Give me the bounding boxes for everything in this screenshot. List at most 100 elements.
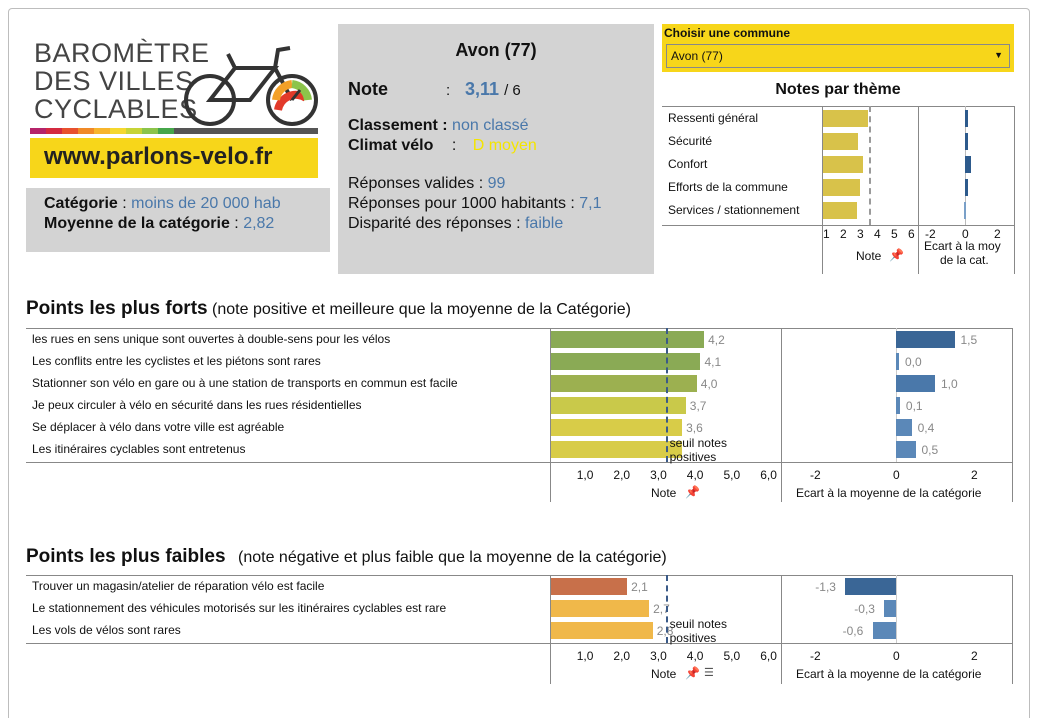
reponses-line: Réponses valides : 99 [348,175,505,193]
commune-dropdown[interactable]: Avon (77) ▼ [666,44,1010,68]
climat-value: D moyen [472,137,537,154]
point-ecart-bar [872,622,896,639]
classement-line: Classement : non classé [348,117,529,135]
chevron-down-icon[interactable]: ▼ [994,50,1003,60]
point-ecart-bar [896,375,935,392]
themes-ecart-tick: 2 [994,227,1001,241]
point-ecart-bar [896,397,900,414]
ecart-axis-tick: 2 [971,649,978,663]
theme-label: Confort [668,157,708,171]
themes-axis-line [822,106,823,274]
weak-subtitle: (note négative et plus faible que la moy… [238,549,667,566]
point-ecart-value: 0,5 [921,443,939,457]
themes-note-tick: 6 [908,227,915,241]
ecart-axis-tick: -2 [810,649,821,663]
point-note-bar [551,419,683,436]
reponses-value: 99 [487,175,506,192]
point-ecart-value: 0,1 [905,399,923,413]
note-value-wrap: 3,11 / 6 [465,79,521,100]
dashboard-frame [8,8,1030,718]
disparite-line: Disparité des réponses : faible [348,215,563,233]
climat-sep: : [451,137,457,154]
point-label: Le stationnement des véhicules motorisés… [32,601,447,615]
point-label: Stationner son vélo en gare ou à une sta… [32,376,458,390]
theme-note-bar [823,110,868,127]
pin-icon: 📌 [685,666,700,680]
section-axis-line [781,575,782,684]
point-note-value: 4,1 [704,355,722,369]
note-axis-tick: 5,0 [723,649,741,663]
note-axis-tick: 6,0 [760,649,777,663]
note-axis-tick: 2,0 [613,649,631,663]
note-axis-tick: 4,0 [686,649,704,663]
point-label: Je peux circuler à vélo en sécurité dans… [32,398,362,412]
themes-note-tick: 1 [823,227,830,241]
city-summary-box: Avon (77) Note : 3,11 / 6 Classement : n… [338,24,654,274]
point-note-bar [551,578,628,595]
section-axis-line [550,328,551,502]
threshold-label: seuil notes [669,436,727,450]
note-axis-label: Note [651,486,677,500]
logo-url-banner[interactable]: www.parlons-velo.fr [30,138,318,178]
category-line: Catégorie : moins de 20 000 hab [44,195,281,212]
climat-line: Climat vélo : D moyen [348,137,537,155]
section-axis-line [1012,575,1013,684]
threshold-line [665,575,668,643]
theme-label: Ressenti général [668,111,759,125]
ecart-axis-tick: 0 [893,468,900,482]
note-sep: : [446,82,451,99]
point-label: Se déplacer à vélo dans votre ville est … [32,420,285,434]
themes-ecart-tick: -2 [925,227,936,241]
category-avg-value: 2,82 [243,215,275,232]
note-axis-tick: 6,0 [760,468,777,482]
theme-note-bar [823,133,859,150]
reponses-label: Réponses valides : [348,175,484,192]
reponses1000-label: Réponses pour 1000 habitants : [348,195,575,212]
category-box: Catégorie : moins de 20 000 hab Moyenne … [26,188,330,252]
point-note-value: 2,1 [631,580,648,594]
weak-heading: Points les plus faibles (note négative e… [26,546,667,568]
themes-note-tick: 5 [891,227,898,241]
point-ecart-bar [896,419,912,436]
theme-ecart-bar [964,202,967,219]
theme-label: Services / stationnement [668,203,800,217]
point-ecart-bar [896,331,955,348]
themes-note-tick: 3 [857,227,864,241]
point-ecart-value: 1,0 [941,377,958,391]
themes-axis-line [1014,106,1015,274]
theme-ecart-bar [965,156,972,173]
point-label: Les itinéraires cyclables sont entretenu… [32,442,246,456]
category-avg-line: Moyenne de la catégorie : 2,82 [44,215,275,232]
classement-value: non classé [452,117,529,134]
themes-category-average-line [869,106,872,225]
themes-axis-line [918,106,919,274]
note-label: Note [348,79,388,99]
point-ecart-value: 1,5 [960,333,978,347]
section-bottom-line [26,462,1012,463]
themes-bottom-line [662,225,1014,226]
theme-ecart-bar [965,110,969,127]
sort-icon[interactable]: ☰ [704,667,714,679]
point-ecart-value: -1,3 [815,580,836,594]
logo-url: www.parlons-velo.fr [44,143,273,170]
commune-selector: Choisir une commune Avon (77) ▼ [662,24,1014,72]
point-note-value: 4,0 [700,377,718,391]
point-note-bar [551,397,686,414]
section-axis-line [781,328,782,502]
reponses1000-value: 7,1 [579,195,602,212]
ecart-axis-tick: 2 [971,468,978,482]
strong-title: Points les plus forts [26,298,208,319]
logo-line3: CYCLABLES [34,94,198,124]
theme-note-bar [823,156,864,173]
themes-top-line [662,106,1014,107]
note-max: / 6 [504,82,521,99]
themes-ecart-axis-label: de la cat. [940,253,989,267]
point-ecart-value: 0,4 [917,421,935,435]
city-title: Avon (77) [455,40,537,60]
point-label: Les conflits entre les cyclistes et les … [32,354,321,368]
threshold-line [665,328,668,462]
themes-note-tick: 4 [874,227,881,241]
section-top-line [26,575,1012,576]
theme-note-bar [823,179,860,196]
ecart-axis-label: Ecart à la moyenne de la catégorie [796,667,982,681]
